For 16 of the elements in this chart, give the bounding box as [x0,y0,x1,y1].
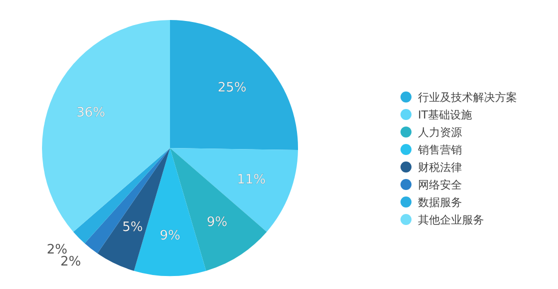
data-label: 25% [218,80,246,96]
legend-label: 人力资源 [418,126,462,139]
pie-slice [170,20,298,150]
data-label: 11% [236,172,266,188]
legend-label: 数据服务 [418,196,462,209]
legend-label: 行业及技术解决方案 [418,90,517,104]
legend-label: IT基础设施 [418,108,472,122]
data-label: 2% [60,254,81,270]
data-label: 36% [76,105,106,120]
legend-label: 销售营销 [417,143,462,156]
legend-label: 网络安全 [418,178,462,192]
legend-label: 其他企业服务 [418,213,484,226]
data-label: 9% [206,214,228,230]
data-label: 5% [122,220,143,236]
legend-label: 财税法律 [418,160,462,174]
data-label: 9% [160,228,180,244]
